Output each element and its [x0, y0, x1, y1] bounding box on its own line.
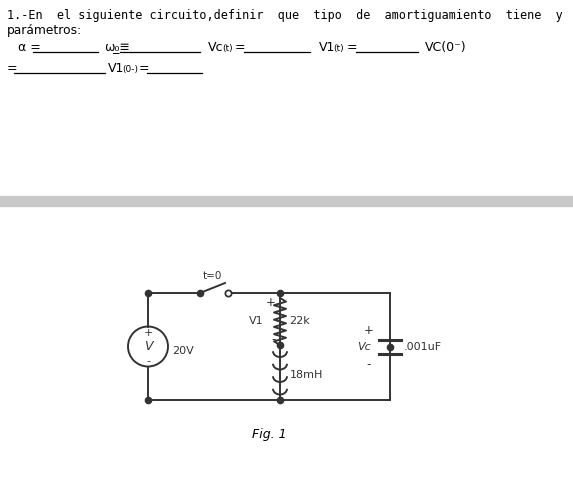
Text: Fig. 1: Fig. 1 [252, 428, 286, 441]
Text: +: + [143, 329, 152, 338]
Text: V: V [144, 340, 152, 353]
Text: Vc: Vc [357, 342, 371, 351]
Text: =: = [235, 41, 246, 54]
Text: +: + [266, 296, 276, 309]
Text: α =: α = [18, 41, 41, 54]
Text: 18mH: 18mH [290, 370, 323, 380]
Text: =: = [139, 62, 150, 75]
Text: =: = [7, 62, 18, 75]
Text: Vc: Vc [208, 41, 223, 54]
Text: .001uF: .001uF [404, 342, 442, 351]
Text: (t): (t) [222, 44, 233, 53]
Text: parámetros:: parámetros: [7, 24, 82, 37]
Text: VC(0⁻): VC(0⁻) [425, 41, 466, 54]
Text: ω₀̲≡: ω₀̲≡ [104, 41, 130, 54]
Text: +: + [364, 324, 374, 337]
Text: -: - [272, 334, 276, 347]
Text: -: - [367, 358, 371, 371]
Text: V1: V1 [249, 317, 264, 326]
Text: (t): (t) [333, 44, 344, 53]
Text: 20V: 20V [172, 346, 194, 356]
Text: t=0: t=0 [202, 271, 222, 281]
Text: 1.-En  el siguiente circuito,definir  que  tipo  de  amortiguamiento  tiene  y  : 1.-En el siguiente circuito,definir que … [7, 9, 573, 22]
Text: 22k: 22k [289, 317, 310, 326]
Text: V1: V1 [108, 62, 124, 75]
Bar [0, 196, 573, 206]
Text: -: - [146, 357, 150, 366]
Text: V1: V1 [319, 41, 335, 54]
Text: =: = [347, 41, 358, 54]
Text: (0-): (0-) [122, 65, 138, 74]
